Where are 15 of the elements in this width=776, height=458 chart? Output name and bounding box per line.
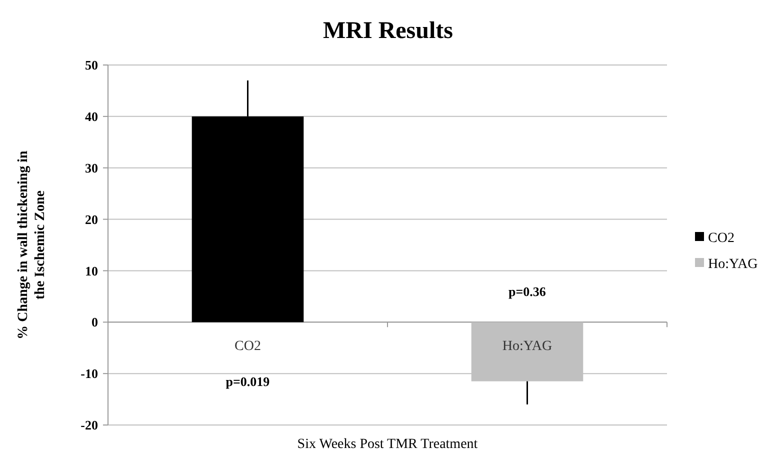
x-axis-title: Six Weeks Post TMR Treatment	[297, 437, 478, 452]
y-tick-label: 50	[85, 58, 98, 73]
y-axis-title: % Change in wall thickening in the Ischemic Zone	[16, 150, 48, 340]
y-tick-label: -20	[80, 418, 98, 433]
y-tick-label: 30	[85, 160, 98, 176]
y-tick-label: 20	[85, 212, 98, 227]
chart-title: MRI Results	[323, 18, 453, 44]
y-tick-label: -10	[80, 366, 98, 382]
annotation: p=0.36	[508, 284, 546, 300]
y-tick-label: 10	[85, 263, 98, 278]
annotation: p=0.019	[226, 374, 270, 390]
legend-label: Ho:YAG	[708, 256, 758, 272]
legend-label: CO2	[708, 230, 734, 246]
y-tick-label: 40	[85, 108, 98, 124]
y-tick-label: 0	[92, 314, 98, 330]
